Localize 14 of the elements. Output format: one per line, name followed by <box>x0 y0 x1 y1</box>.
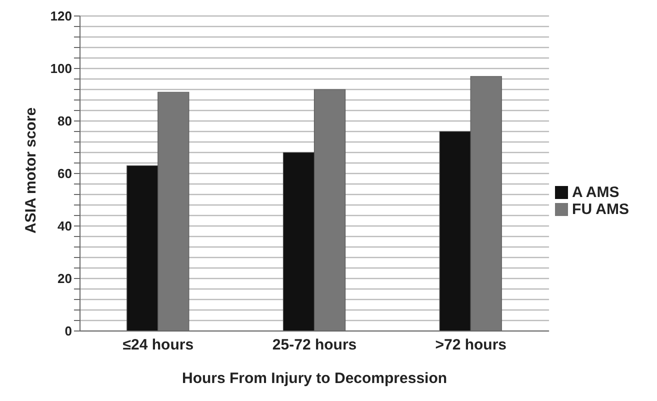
y-axis-title: ASIA motor score <box>22 107 40 234</box>
legend-label: FU AMS <box>572 200 629 218</box>
y-tick-label: 20 <box>58 271 72 286</box>
y-tick-label: 100 <box>50 61 72 76</box>
x-tick-label: >72 hours <box>435 336 507 354</box>
x-axis-title: Hours From Injury to Decompression <box>182 370 448 387</box>
legend-label: A AMS <box>572 184 620 200</box>
y-tick-label: 80 <box>58 114 72 129</box>
y-tick-label: 120 <box>50 8 72 24</box>
x-tick-label: ≤24 hours <box>122 336 194 354</box>
y-tick-label: 40 <box>58 218 72 234</box>
y-tick-label: 60 <box>58 166 72 182</box>
y-tick-label: 0 <box>64 324 72 339</box>
x-tick-label: 25-72 hours <box>272 336 357 354</box>
